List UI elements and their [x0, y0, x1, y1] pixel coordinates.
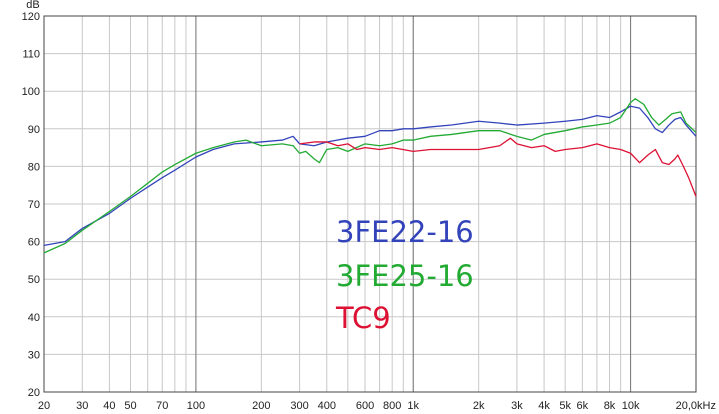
y-tick-labels: 20 30 40 50 60 70 80 90 100 110 120 [22, 11, 40, 399]
x-tick-label: 70 [156, 400, 168, 412]
x-tick-label: 200 [252, 400, 270, 412]
x-tick-label: 800 [383, 400, 401, 412]
y-tick-label: 40 [28, 312, 40, 324]
x-tick-labels: 20 30 40 50 70 100 200 300 400 600 800 1k 2k 3k 4k 5k 6k… [38, 400, 716, 412]
series-layer [43, 98, 697, 254]
series-line-3fe25-16 [43, 98, 697, 254]
x-tick-label: 2k [473, 400, 485, 412]
y-tick-label: 110 [22, 49, 40, 61]
x-tick-label: 30 [76, 400, 88, 412]
y-unit-label: dB [26, 0, 39, 11]
plot-frame [43, 15, 697, 393]
x-tick-label: 6k [577, 400, 589, 412]
x-tick-label: 600 [356, 400, 374, 412]
legend-entry-3fe22-16: 3FE22-16 [336, 215, 474, 249]
y-tick-label: 50 [28, 274, 40, 286]
y-tick-label: 70 [28, 199, 40, 211]
x-tick-label: 20,0kHz [676, 400, 716, 412]
x-tick-label: 5k [559, 400, 571, 412]
x-tick-label: 1k [407, 400, 419, 412]
x-tick-label: 10k [622, 400, 640, 412]
x-tick-label: 4k [538, 400, 550, 412]
legend-entry-tc9: TC9 [335, 301, 391, 335]
y-tick-label: 100 [22, 86, 40, 98]
x-tick-label: 20 [38, 400, 50, 412]
y-tick-label: 90 [28, 124, 40, 136]
y-tick-label: 60 [28, 237, 40, 249]
grid-major [195, 16, 632, 392]
x-tick-label: 3k [511, 400, 523, 412]
x-tick-label: 8k [604, 400, 616, 412]
legend: 3FE22-16 3FE25-16 TC9 [335, 215, 474, 335]
legend-entry-3fe25-16: 3FE25-16 [336, 259, 474, 293]
x-tick-label: 40 [103, 400, 115, 412]
x-tick-label: 300 [290, 400, 308, 412]
series-line-3fe22-16 [43, 105, 697, 246]
x-tick-label: 400 [318, 400, 336, 412]
series-line-tc9 [299, 137, 697, 197]
x-tick-label: 100 [187, 400, 205, 412]
grid-minor [44, 16, 696, 392]
y-tick-label: 120 [22, 11, 40, 23]
x-tick-label: 50 [124, 400, 136, 412]
y-tick-label: 20 [28, 387, 40, 399]
y-tick-label: 80 [28, 161, 40, 173]
y-tick-label: 30 [28, 349, 40, 361]
